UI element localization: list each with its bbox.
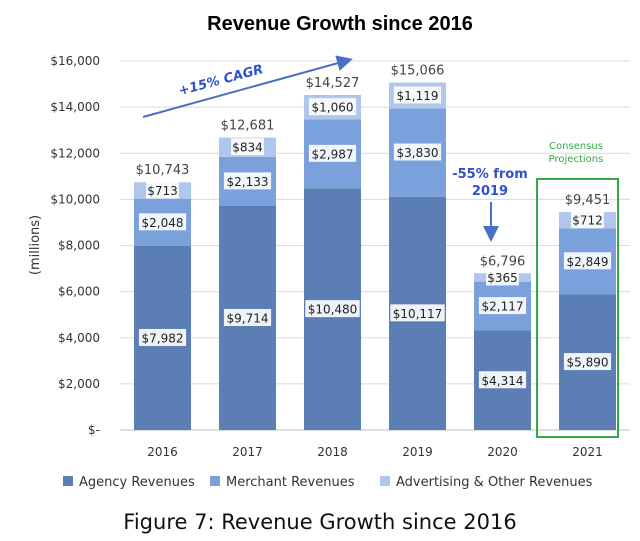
data-label-bg xyxy=(563,353,612,371)
data-label: $2,849 xyxy=(567,255,609,269)
total-label: $9,451 xyxy=(565,193,611,208)
data-label-bg xyxy=(223,308,272,326)
gridlines: $- $2,000 $4,000 $6,000 $8,000 $10,000 $12,000… xyxy=(50,54,630,459)
data-label: $2,133 xyxy=(227,175,269,189)
data-label: $1,119 xyxy=(397,89,439,103)
data-label: $10,480 xyxy=(308,303,358,317)
data-label: $712 xyxy=(572,214,603,228)
total-label: $12,681 xyxy=(221,119,275,134)
y-tick-label: $8,000 xyxy=(58,239,100,253)
data-label-bg xyxy=(223,172,272,190)
chart-title: Revenue Growth since 2016 xyxy=(207,13,473,35)
data-labels: $7,982 $2,048 $713 $10,743 $9,714 $2,133 $834 $… xyxy=(136,64,612,389)
consensus-box xyxy=(536,178,619,438)
y-tick-label: $12,000 xyxy=(50,146,100,160)
y-axis-label: (millions) xyxy=(28,215,43,275)
x-tick-label: 2019 xyxy=(402,445,433,459)
data-label: $2,117 xyxy=(482,300,524,314)
data-label: $7,982 xyxy=(142,331,184,345)
data-label-bg xyxy=(305,300,360,318)
total-label: $14,527 xyxy=(306,76,360,91)
data-label-bg xyxy=(308,144,357,162)
total-label: $6,796 xyxy=(480,254,526,269)
data-label: $9,714 xyxy=(227,311,269,325)
data-label-bg xyxy=(393,86,442,104)
data-label: $1,060 xyxy=(312,101,354,115)
consensus-label-line1: Consensus xyxy=(549,141,603,152)
data-label: $2,987 xyxy=(312,147,354,161)
legend-swatch xyxy=(63,476,73,486)
bars xyxy=(134,82,616,430)
x-tick-label: 2017 xyxy=(232,445,263,459)
y-tick-label: $- xyxy=(88,423,100,437)
total-label: $15,066 xyxy=(391,64,445,79)
annotations: +15% CAGR -55% from 2019 Consensus Proje… xyxy=(142,55,619,438)
data-label-bg xyxy=(478,297,527,315)
figure-caption: Figure 7: Revenue Growth since 2016 xyxy=(123,510,517,534)
data-label-bg xyxy=(308,98,357,116)
total-label: $10,743 xyxy=(136,163,190,178)
legend: Agency Revenues Merchant Revenues Advertis… xyxy=(63,475,593,490)
legend-swatch xyxy=(380,476,390,486)
y-tick-label: $14,000 xyxy=(50,100,100,114)
chart-container: Revenue Growth since 2016 (millions) $- $… xyxy=(28,13,630,490)
data-label: $713 xyxy=(147,184,178,198)
legend-label: Merchant Revenues xyxy=(226,475,355,490)
data-label-bg xyxy=(390,304,445,322)
x-tick-label: 2021 xyxy=(572,445,603,459)
y-tick-label: $2,000 xyxy=(58,377,100,391)
data-label-bg xyxy=(393,143,442,161)
x-tick-label: 2016 xyxy=(147,445,178,459)
data-label: $834 xyxy=(232,141,263,155)
cagr-arrow xyxy=(142,55,353,118)
data-label: $3,830 xyxy=(397,146,439,160)
data-label-bg xyxy=(478,371,527,389)
data-label-bg xyxy=(231,138,264,156)
x-tick-label: 2020 xyxy=(487,445,518,459)
cagr-label: +15% CAGR xyxy=(177,62,265,99)
stacked-bar-chart: Revenue Growth since 2016 (millions) $-$… xyxy=(28,13,630,490)
y-tick-label: $16,000 xyxy=(50,54,100,68)
y-tick-label: $6,000 xyxy=(58,285,100,299)
data-label: $4,314 xyxy=(482,374,524,388)
data-label-bg xyxy=(571,211,604,229)
consensus-label-line2: Projections xyxy=(549,154,604,165)
data-label-bg xyxy=(138,213,187,231)
legend-label: Advertising & Other Revenues xyxy=(396,475,593,490)
data-label-bg xyxy=(138,328,187,346)
data-label-bg xyxy=(146,181,179,199)
x-tick-label: 2018 xyxy=(317,445,348,459)
data-label: $10,117 xyxy=(393,307,443,321)
data-label-bg xyxy=(486,268,519,286)
data-label: $5,890 xyxy=(567,356,609,370)
data-label: $365 xyxy=(487,271,518,285)
drop-label-line2: 2019 xyxy=(472,184,508,199)
data-label-bg xyxy=(563,252,612,270)
legend-label: Agency Revenues xyxy=(79,475,195,490)
y-tick-label: $4,000 xyxy=(58,331,100,345)
y-tick-label: $10,000 xyxy=(50,192,100,206)
drop-label-line1: -55% from xyxy=(452,167,528,182)
data-label: $2,048 xyxy=(142,216,184,230)
legend-swatch xyxy=(210,476,220,486)
